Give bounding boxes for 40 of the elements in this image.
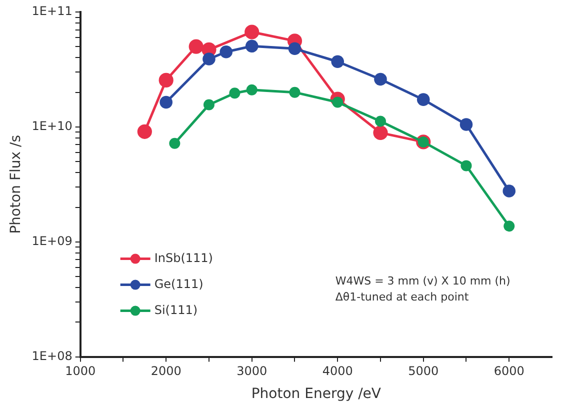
point — [203, 99, 214, 110]
point — [460, 160, 472, 172]
y-tick-label: 1E+08 — [32, 348, 72, 363]
point — [229, 88, 240, 99]
point — [373, 125, 388, 140]
x-tick-label: 3000 — [236, 364, 268, 378]
x-tick-label: 5000 — [408, 364, 439, 378]
x-tick-label: 2000 — [150, 364, 182, 378]
x-tick-label: 6000 — [494, 364, 524, 378]
x-tick-label: 1000 — [65, 364, 96, 378]
annotation: Δθ1-tuned at each point — [335, 290, 470, 304]
point — [220, 45, 233, 58]
point — [202, 52, 216, 66]
point — [137, 124, 152, 139]
point — [331, 55, 344, 68]
point — [460, 118, 473, 131]
point — [504, 220, 515, 232]
legend-label: Si(111) — [154, 302, 198, 317]
point — [502, 184, 516, 198]
point — [188, 39, 204, 54]
x-tick-label: 4000 — [322, 364, 353, 378]
y-tick-label: 1E+10 — [32, 119, 72, 134]
y-axis-title: Photon Flux /s — [8, 134, 24, 234]
y-tick-label: 1E+09 — [32, 234, 72, 248]
legend-label: Ge(111) — [154, 276, 204, 291]
point — [158, 72, 174, 88]
y-tick-label: 1E+11 — [32, 4, 72, 18]
point — [416, 93, 430, 106]
annotation: W4WS = 3 mm (v) X 10 mm (h) — [335, 274, 510, 288]
point — [289, 86, 300, 98]
point — [169, 138, 180, 149]
x-axis-title: Photon Energy /eV — [251, 386, 382, 402]
point — [246, 84, 258, 96]
point — [374, 116, 386, 127]
point — [288, 42, 302, 56]
point — [160, 96, 172, 109]
point — [374, 72, 387, 86]
point — [244, 24, 260, 40]
point — [245, 40, 258, 52]
legend-label: InSb(111) — [154, 250, 213, 265]
